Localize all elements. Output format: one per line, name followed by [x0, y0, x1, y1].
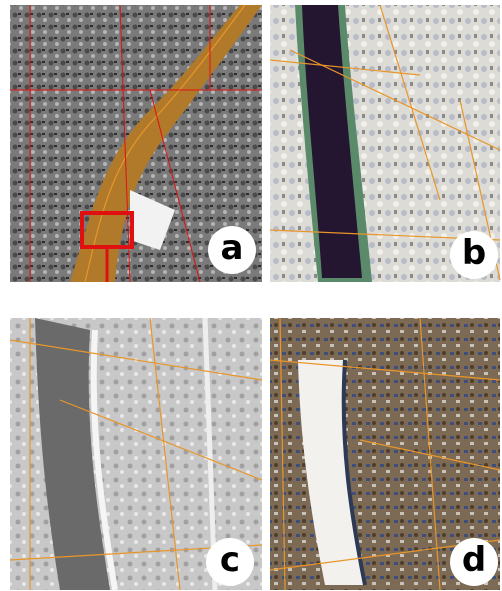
- page: a b c: [0, 0, 502, 591]
- panel-a: a: [10, 5, 262, 282]
- panel-c: c: [10, 318, 262, 590]
- panel-label: a: [221, 228, 244, 268]
- panel-label: d: [462, 540, 486, 580]
- panel-d: d: [270, 318, 500, 590]
- panel-label: b: [462, 233, 486, 273]
- figure: a b c: [0, 0, 502, 591]
- panel-label: c: [220, 540, 240, 580]
- panel-b: b: [270, 5, 500, 282]
